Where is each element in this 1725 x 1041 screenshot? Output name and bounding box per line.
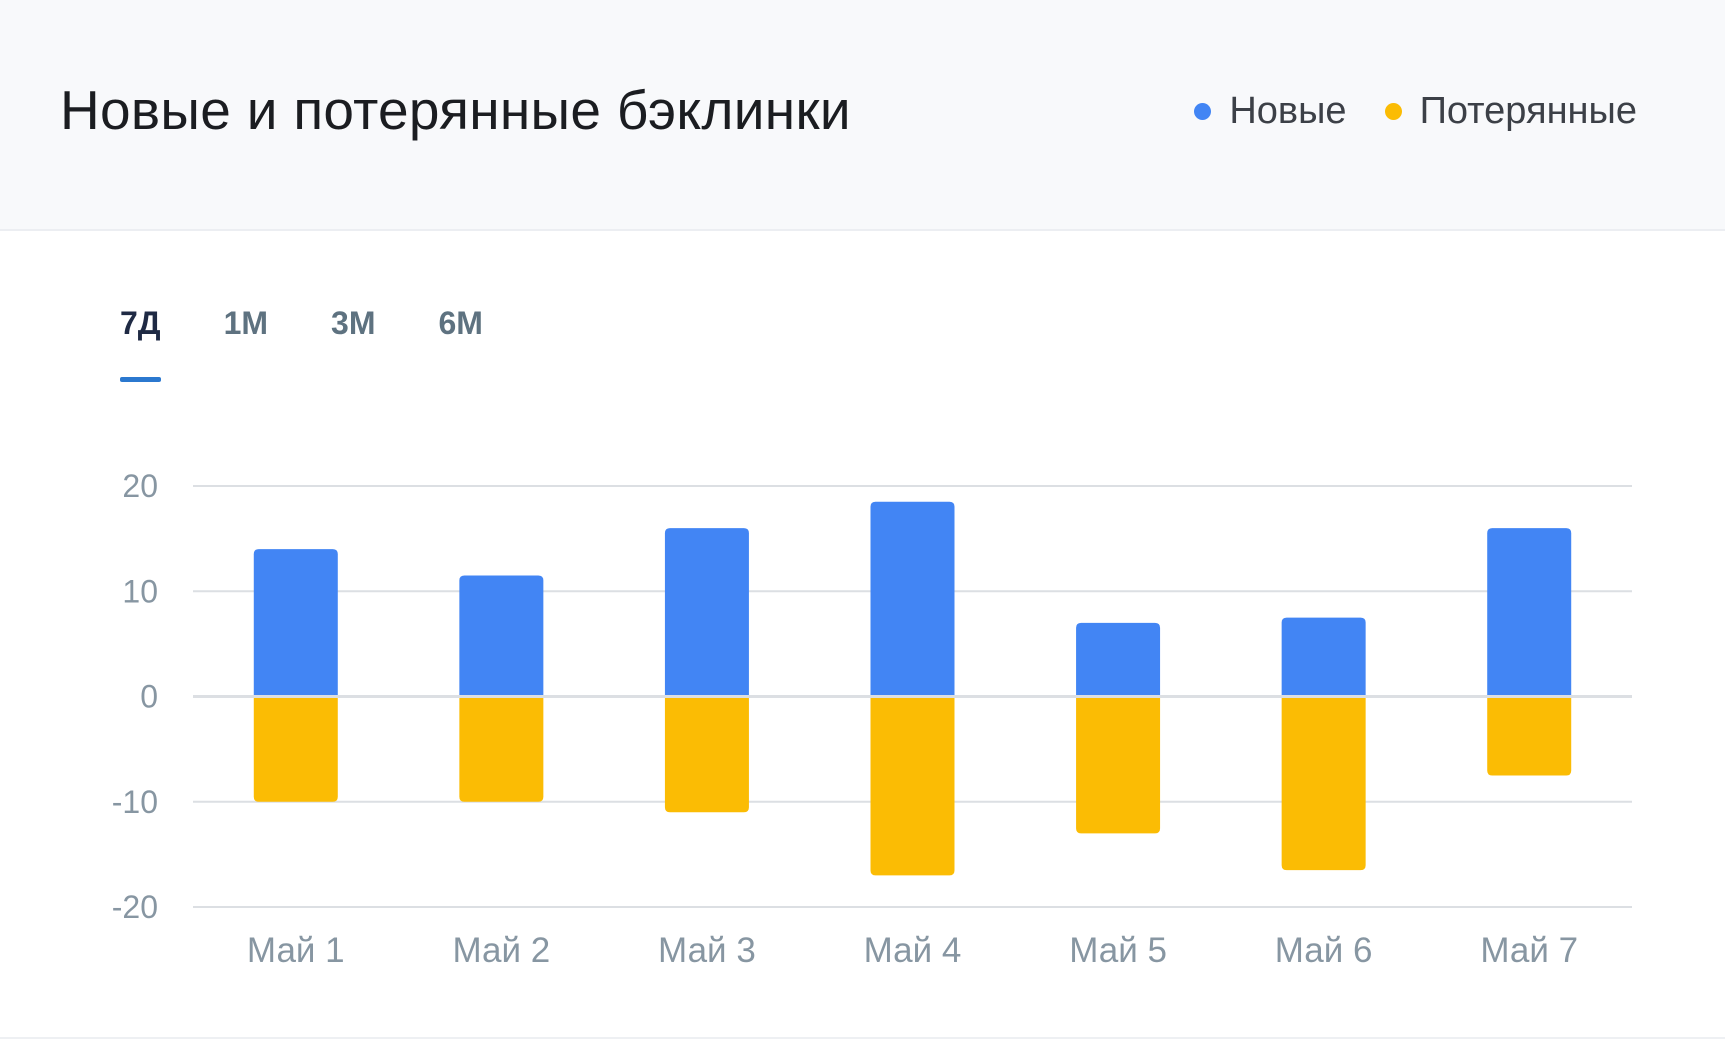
bar-new: [459, 575, 544, 697]
y-tick-label: 0: [140, 679, 158, 715]
x-tick-label: Май 4: [864, 931, 962, 970]
legend-item-lost: Потерянные: [1384, 90, 1637, 133]
chart-title: Новые и потерянные бэклинки: [60, 79, 851, 141]
period-tabs: 7Д 1М 3М 6М: [120, 305, 546, 382]
bar-lost: [1487, 696, 1572, 776]
legend-dot-lost-icon: [1384, 103, 1402, 120]
bar-lost: [1076, 696, 1161, 834]
x-tick-label: Май 2: [452, 931, 550, 970]
bar-lost: [1281, 696, 1366, 871]
tab-6m[interactable]: 6М: [438, 305, 483, 341]
tab-1m[interactable]: 1М: [223, 305, 269, 341]
bar-lost: [459, 696, 544, 802]
tab-3m[interactable]: 3М: [331, 305, 376, 341]
card-header: Новые и потерянные бэклинки Новые Потеря…: [0, 0, 1725, 231]
bar-new: [870, 501, 955, 697]
y-tick-label: -20: [112, 889, 158, 925]
y-tick-label: -10: [112, 784, 158, 820]
y-tick-label: 10: [122, 573, 158, 609]
tab-7d[interactable]: 7Д: [120, 305, 161, 382]
x-tick-label: Май 7: [1480, 931, 1578, 970]
bar-lost: [253, 696, 338, 802]
bar-new: [253, 549, 338, 697]
x-tick-label: Май 6: [1275, 931, 1373, 970]
legend-label-new: Новые: [1229, 90, 1347, 132]
y-tick-label: 20: [122, 468, 158, 504]
x-tick-label: Май 1: [247, 931, 345, 970]
bar-new: [1487, 528, 1572, 697]
bar-lost: [664, 696, 749, 813]
legend-item-new: Новые: [1194, 90, 1347, 133]
bar-lost: [870, 696, 955, 876]
bar-new: [1076, 622, 1161, 697]
x-tick-label: Май 5: [1069, 931, 1167, 970]
bar-new: [1281, 617, 1366, 697]
chart-legend: Новые Потерянные: [1194, 90, 1637, 133]
bar-new: [664, 528, 749, 697]
legend-dot-new-icon: [1194, 103, 1212, 120]
legend-label-lost: Потерянные: [1419, 90, 1637, 132]
x-tick-label: Май 3: [658, 931, 756, 970]
